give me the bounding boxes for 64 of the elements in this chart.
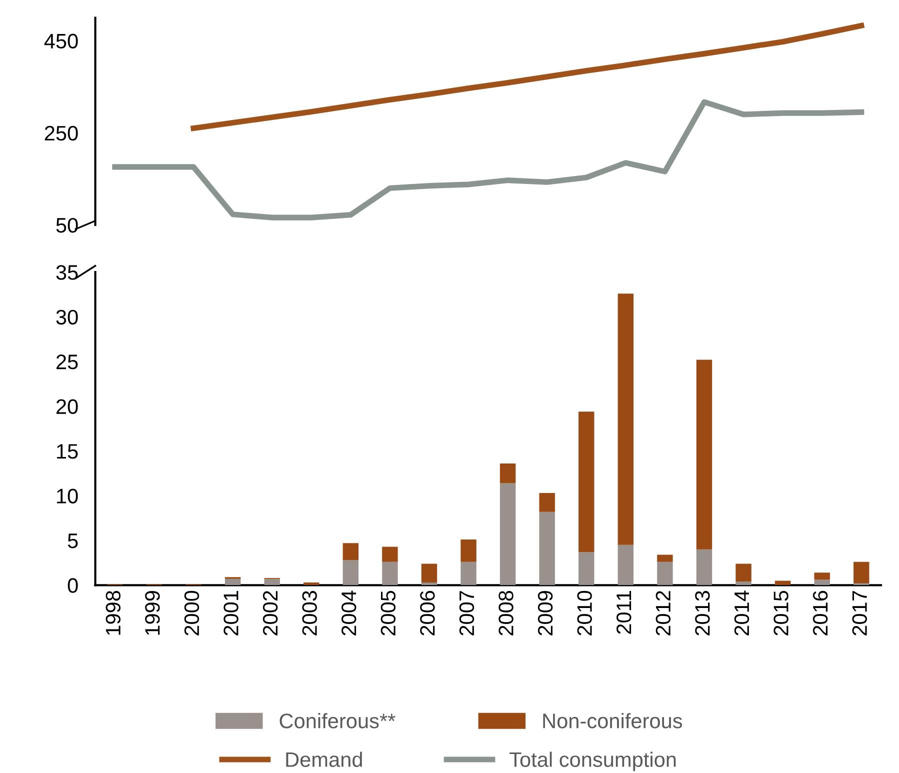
y-tick-label: 450 <box>44 34 78 49</box>
y-tick-label: 10 <box>57 488 78 504</box>
bar <box>657 554 673 562</box>
y-tick-label: 35 <box>56 265 78 280</box>
x-tick-label: 2010 <box>577 590 592 636</box>
bar <box>382 562 398 586</box>
bar <box>578 552 594 586</box>
x-tick-label: 2012 <box>656 591 671 636</box>
bar <box>618 544 634 586</box>
x-tick-label: 2013 <box>695 590 710 636</box>
x-tick-label: 2002 <box>262 591 278 636</box>
x-tick-label: 2007 <box>459 591 474 636</box>
bar <box>618 294 634 545</box>
y-tick-label: 250 <box>44 126 78 141</box>
bar <box>814 580 830 586</box>
x-tick-label: 2017 <box>852 591 867 636</box>
y-tick-label: 15 <box>57 444 78 459</box>
bar <box>657 562 673 586</box>
x-tick-label: 1998 <box>106 590 121 635</box>
x-tick-label: 2009 <box>538 591 553 636</box>
bar <box>814 572 830 580</box>
x-tick-label: 1999 <box>145 591 160 635</box>
y-tick-label: 5 <box>68 534 78 548</box>
bar <box>854 562 870 584</box>
legend-label: Demand <box>286 752 362 767</box>
x-tick-label: 2003 <box>302 590 317 636</box>
x-tick-label: 2000 <box>184 590 200 636</box>
bar <box>224 578 241 586</box>
legend-label: Total consumption <box>510 752 676 772</box>
y-tick-label: 50 <box>56 218 78 233</box>
bar <box>539 493 555 512</box>
y-tick-label: 25 <box>56 354 78 370</box>
legend-label: Coniferous** <box>280 713 396 728</box>
y-tick-label: 0 <box>68 578 78 593</box>
bar <box>736 582 752 586</box>
bar <box>578 412 594 552</box>
bar <box>342 543 359 560</box>
bar <box>696 549 712 586</box>
x-tick-label: 2005 <box>380 590 396 636</box>
bar <box>460 562 476 586</box>
x-tick-label: 2015 <box>774 590 788 636</box>
x-tick-label: 2006 <box>420 590 435 636</box>
x-tick-label: 2016 <box>812 590 828 636</box>
y-tick-label: 20 <box>56 399 78 414</box>
bar <box>736 564 752 582</box>
bar <box>774 580 791 586</box>
bar <box>382 546 398 562</box>
x-tick-label: 2014 <box>734 590 750 636</box>
x-tick-label: 2011 <box>616 591 632 634</box>
bar <box>304 582 320 586</box>
bar <box>539 512 555 586</box>
bar <box>342 560 359 586</box>
y-tick-label: 30 <box>56 310 78 325</box>
x-tick-label: 2004 <box>341 590 356 636</box>
bar <box>696 360 712 550</box>
legend-label: Non-coniferous <box>543 713 682 728</box>
x-tick-label: 2008 <box>498 590 514 636</box>
bar <box>500 483 516 586</box>
bar <box>500 464 516 484</box>
bar <box>421 582 438 586</box>
bar <box>264 578 280 586</box>
bar <box>421 564 438 582</box>
bar <box>460 540 476 562</box>
x-tick-label: 2001 <box>224 591 238 636</box>
